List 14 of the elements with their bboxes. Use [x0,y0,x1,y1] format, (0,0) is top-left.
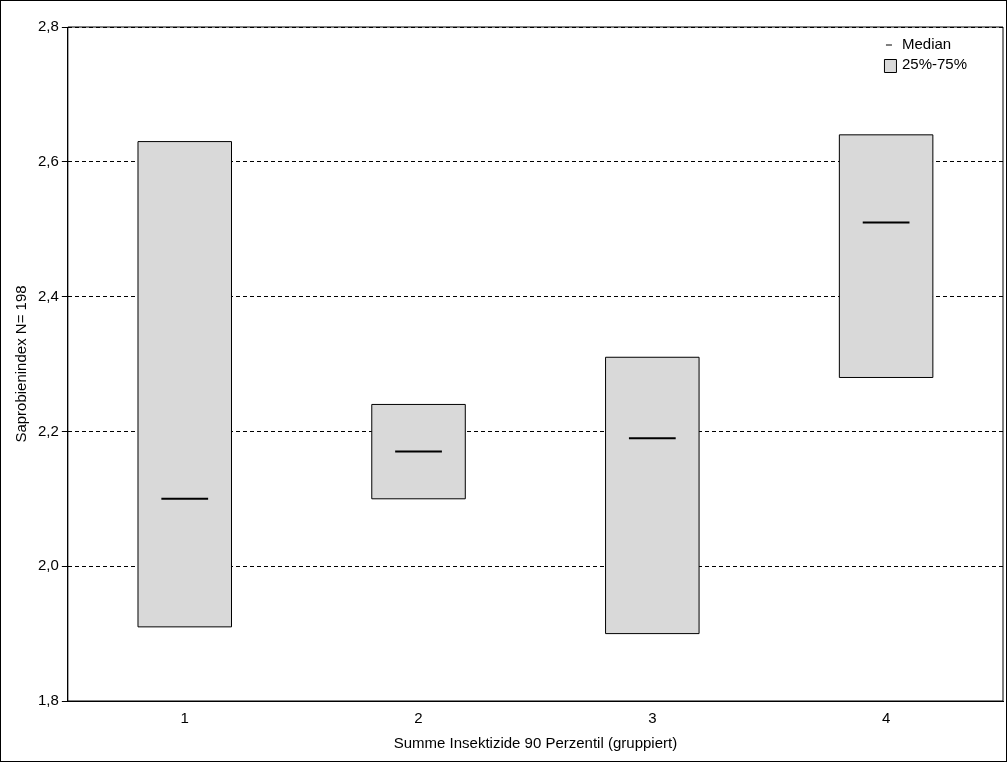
y-axis-title: Saprobienindex N= 198 [12,285,30,443]
x-axis-title: Summe Insektizide 90 Perzentil (gruppiert) [393,734,678,752]
x-tick-label: 2 [414,709,423,727]
y-tick-label: 2,8 [37,17,59,35]
y-tick-label: 1,8 [37,691,59,709]
y-tick-label: 2,4 [37,286,59,304]
y-tick-label: 2,6 [37,151,59,169]
y-tick-label: 2,0 [37,556,59,574]
annotation: Median [901,35,952,53]
x-tick-label: 3 [648,709,657,727]
y-tick-label: 2,2 [37,421,59,439]
legend-label: 25%-75% [901,55,968,73]
x-tick-label: 1 [180,709,189,727]
x-tick-label: 4 [881,709,891,727]
